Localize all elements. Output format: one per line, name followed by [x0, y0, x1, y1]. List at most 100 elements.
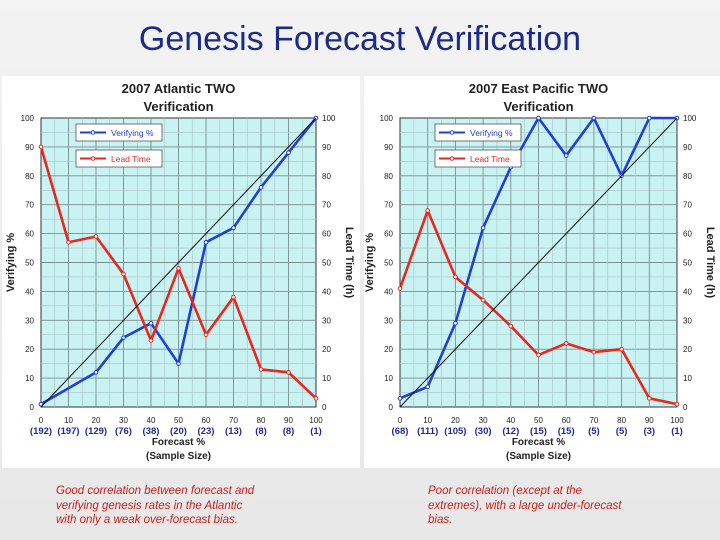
- verifying-point: [231, 225, 236, 231]
- x-axis-label: Forecast %: [512, 437, 565, 448]
- verifying-point: [453, 320, 458, 326]
- caption-right: Poor correlation (except at the extremes…: [428, 484, 621, 528]
- lead-time-point: [286, 370, 291, 375]
- y-tick-label-left: 100: [21, 114, 35, 123]
- y-tick-label-left: 80: [25, 172, 34, 181]
- x-axis-label-secondary: (Sample Size): [506, 451, 571, 462]
- y-tick-label-right: 30: [322, 316, 331, 325]
- legend-marker-verifying: [449, 130, 455, 135]
- sample-size-label: (5): [588, 426, 600, 437]
- x-tick-label: 20: [451, 416, 460, 425]
- y-tick-label-right: 80: [683, 172, 692, 181]
- chart-subtitle: Verification: [143, 99, 213, 114]
- y-tick-label-left: 70: [384, 201, 393, 210]
- legend-box-verifying: [434, 123, 522, 142]
- reference-diagonal-line: [40, 117, 317, 408]
- y-tick-label-right: 20: [322, 345, 331, 354]
- caption-left-line: verifying genesis rates in the Atlantic: [56, 499, 243, 512]
- lead-time-point: [93, 234, 99, 239]
- lead-time-point: [480, 297, 486, 303]
- y-axis-label-right: Lead Time (h): [343, 227, 355, 299]
- sample-size-label: (129): [85, 426, 107, 437]
- legend-box-verifying: [75, 123, 163, 142]
- y-tick-label-left: 90: [384, 143, 393, 152]
- x-tick-label: 70: [229, 416, 238, 425]
- y-tick-label-right: 10: [322, 374, 331, 383]
- y-tick-label-right: 10: [683, 374, 692, 383]
- y-tick-label-left: 50: [25, 259, 34, 268]
- y-tick-label-right: 50: [683, 259, 692, 268]
- sample-size-label: (20): [170, 426, 187, 437]
- x-tick-label: 40: [506, 416, 515, 425]
- y-tick-label-right: 80: [322, 172, 331, 181]
- chart-subtitle: Verification: [503, 99, 573, 114]
- lead-time-point: [38, 144, 44, 150]
- x-tick-label: 100: [670, 416, 684, 425]
- x-tick-label: 90: [284, 416, 293, 425]
- legend-label-lead-time: Lead Time: [111, 154, 151, 164]
- chart-east-pacific: 2007 East Pacific TWO Verification 0 0 10 10 2…: [364, 76, 720, 468]
- x-tick-label: 100: [309, 416, 323, 425]
- y-tick-label-right: 50: [322, 259, 331, 268]
- y-tick-label-left: 20: [25, 345, 34, 354]
- legend-label-lead-time: Lead Time: [470, 154, 510, 164]
- lead-time-point: [121, 271, 126, 277]
- x-tick-label: 80: [617, 416, 626, 425]
- verifying-point: [536, 115, 541, 121]
- y-axis-label-left: Verifying %: [364, 233, 376, 293]
- verifying-point: [121, 335, 126, 340]
- caption-right-line: extremes), with a large under-forecast: [428, 499, 622, 512]
- y-tick-label-right: 70: [322, 201, 331, 210]
- verifying-point: [93, 370, 99, 375]
- y-tick-label-right: 0: [683, 403, 688, 412]
- x-axis-label-secondary: (Sample Size): [146, 451, 211, 462]
- y-axis-label-left: Verifying %: [5, 233, 17, 293]
- sample-size-label: (192): [30, 426, 52, 437]
- y-tick-label-right: 70: [683, 201, 692, 210]
- sample-size-label: (1): [310, 426, 322, 437]
- lead-time-point: [66, 239, 71, 245]
- verifying-point: [647, 115, 652, 121]
- caption-left: Good correlation between forecast and ve…: [56, 484, 254, 528]
- verifying-point: [563, 153, 569, 158]
- sample-size-label: (197): [57, 426, 79, 437]
- lead-time-point: [258, 367, 264, 372]
- legend-marker-lead-time: [90, 156, 96, 161]
- lead-time-point: [508, 323, 514, 329]
- verifying-point: [203, 239, 209, 245]
- lead-time-point: [397, 286, 403, 291]
- y-tick-label-left: 80: [384, 172, 393, 181]
- caption-right-line: Poor correlation (except at the: [428, 485, 583, 497]
- sample-size-label: (3): [643, 426, 655, 437]
- x-tick-label: 10: [423, 416, 432, 425]
- caption-left-line: with only a weak over-forecast bias.: [56, 514, 238, 526]
- y-tick-label-right: 90: [683, 143, 692, 152]
- sample-size-label: (23): [198, 426, 215, 437]
- y-tick-label-right: 30: [683, 316, 692, 325]
- y-tick-label-left: 0: [389, 403, 394, 412]
- lead-time-point: [563, 341, 569, 346]
- page-title: Genesis Forecast Verification: [138, 20, 582, 58]
- y-tick-label-left: 30: [25, 316, 34, 325]
- verifying-point: [591, 115, 597, 121]
- y-tick-label-left: 20: [384, 345, 393, 354]
- sample-size-label: (8): [283, 426, 295, 437]
- y-tick-label-left: 40: [25, 287, 34, 296]
- y-tick-label-left: 100: [380, 114, 394, 123]
- lead-time-point: [148, 338, 154, 343]
- x-tick-label: 90: [645, 416, 654, 425]
- chart-title: 2007 East Pacific TWO: [469, 81, 608, 96]
- y-tick-label-right: 90: [322, 143, 331, 152]
- y-tick-label-right: 0: [322, 403, 327, 412]
- chart-title: 2007 Atlantic TWO: [122, 81, 236, 96]
- y-tick-label-left: 50: [384, 259, 393, 268]
- sample-size-label: (76): [115, 426, 132, 437]
- lead-time-point: [231, 294, 236, 300]
- sample-size-label: (1): [671, 426, 683, 437]
- x-tick-label: 60: [202, 416, 211, 425]
- y-tick-label-right: 100: [683, 114, 697, 123]
- y-tick-label-left: 70: [25, 201, 34, 210]
- y-tick-label-right: 40: [683, 287, 692, 296]
